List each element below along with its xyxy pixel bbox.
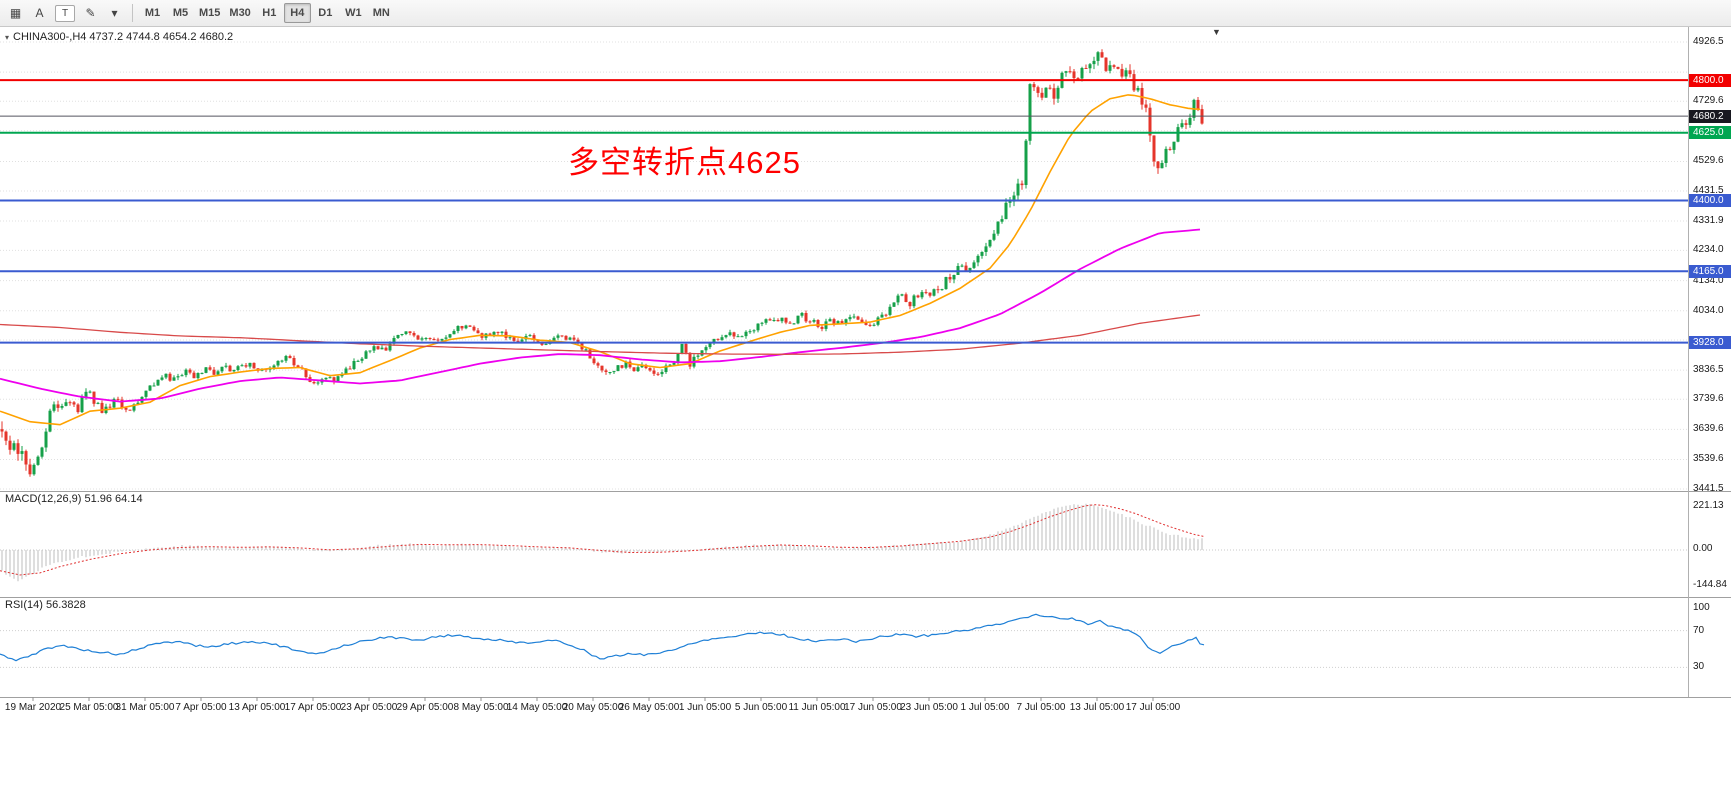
price-axis[interactable]: 4926.5 4729.6 4529.6 4431.5 4331.9 4234.0 4134… bbox=[1689, 27, 1731, 697]
chart-ohlc-header: ▾ CHINA300-,H4 4737.2 4744.8 4654.2 4680… bbox=[5, 31, 233, 43]
ma-slow-red bbox=[0, 314, 1201, 355]
label-tool-button[interactable]: T bbox=[55, 4, 75, 22]
chart-dropdown-icon[interactable]: ▾ bbox=[5, 32, 10, 42]
macd-axis-label: -144.84 bbox=[1693, 579, 1727, 590]
price-axis-label: 4431.5 bbox=[1693, 185, 1724, 196]
rsi-axis-label: 30 bbox=[1693, 661, 1705, 672]
price-level-badge: 3928.0 bbox=[1689, 336, 1731, 349]
chart-shift-marker-icon: ▼ bbox=[1212, 27, 1221, 37]
price-axis-label: 3836.5 bbox=[1693, 364, 1724, 375]
timeframe-button-d1[interactable]: D1 bbox=[318, 7, 333, 19]
dropdown-caret-icon[interactable]: ▾ bbox=[111, 6, 118, 20]
chart-tools-group: ▦ A T ✎ ▾ bbox=[4, 3, 126, 24]
time-axis-label: 29 Apr 05:00 bbox=[396, 702, 454, 713]
timeframes-group: M1 M5 M15 M30 H1 H4 D1 W1 MN bbox=[139, 3, 395, 23]
macd-indicator-label: MACD(12,26,9) 51.96 64.14 bbox=[5, 493, 143, 505]
price-level-badge: 4165.0 bbox=[1689, 265, 1731, 278]
time-axis-label: 17 Apr 05:00 bbox=[284, 702, 342, 713]
price-level-badge: 4625.0 bbox=[1689, 126, 1731, 139]
price-axis-label: 3539.6 bbox=[1693, 453, 1724, 464]
moving-averages bbox=[0, 94, 1201, 426]
timeframe-button-m1[interactable]: M1 bbox=[144, 7, 161, 19]
macd-panel bbox=[0, 503, 1688, 582]
chart-annotation-text: 多空转折点4625 bbox=[568, 145, 801, 180]
top-toolbar: ▦ A T ✎ ▾ M1 M5 M15 M30 H1 H4 D1 W1 MN bbox=[0, 0, 1731, 27]
time-axis-label: 14 May 05:00 bbox=[506, 702, 568, 713]
time-axis-label: 25 Mar 05:00 bbox=[59, 702, 119, 713]
timeframe-button-m5[interactable]: M5 bbox=[172, 7, 189, 19]
rsi-indicator-label: RSI(14) 56.3828 bbox=[5, 599, 86, 611]
time-axis-label: 5 Jun 05:00 bbox=[734, 702, 788, 713]
time-axis-label: 7 Jul 05:00 bbox=[1016, 702, 1066, 713]
panel-separators bbox=[0, 27, 1731, 698]
time-axis-label: 31 Mar 05:00 bbox=[115, 702, 175, 713]
macd-axis-label: 0.00 bbox=[1693, 543, 1713, 554]
time-axis-label: 17 Jun 05:00 bbox=[844, 702, 902, 713]
time-axis-label: 13 Jul 05:00 bbox=[1069, 702, 1125, 713]
timeframe-button-m15[interactable]: M15 bbox=[199, 7, 221, 19]
timeframe-button-h1[interactable]: H1 bbox=[262, 7, 277, 19]
price-axis-label: 3639.6 bbox=[1693, 423, 1724, 434]
time-axis-label: 11 Jun 05:00 bbox=[788, 702, 846, 713]
price-axis-label: 4729.6 bbox=[1693, 95, 1724, 106]
current-price-badge: 4680.2 bbox=[1689, 110, 1731, 123]
rsi-panel bbox=[0, 613, 1688, 668]
price-axis-label: 4529.6 bbox=[1693, 155, 1724, 166]
price-axis-label: 4034.0 bbox=[1693, 305, 1724, 316]
price-axis-label: 4134.0 bbox=[1693, 275, 1724, 286]
price-axis-label: 4926.5 bbox=[1693, 36, 1724, 47]
time-axis-label: 1 Jun 05:00 bbox=[678, 702, 732, 713]
grid-lines bbox=[0, 41, 1688, 490]
toolbar-separator bbox=[132, 4, 133, 22]
timeframe-button-m30[interactable]: M30 bbox=[229, 7, 251, 19]
chart-canvas[interactable] bbox=[0, 27, 1731, 793]
ma-mid-magenta bbox=[0, 228, 1201, 403]
draw-tool-icon[interactable]: ✎ bbox=[85, 6, 96, 20]
chart-area: ▾ CHINA300-,H4 4737.2 4744.8 4654.2 4680… bbox=[0, 27, 1731, 793]
time-axis-label: 13 Apr 05:00 bbox=[228, 702, 286, 713]
price-axis-label: 3739.6 bbox=[1693, 393, 1724, 404]
macd-signal-line bbox=[0, 504, 1206, 576]
timeframe-button-w1[interactable]: W1 bbox=[345, 7, 362, 19]
time-axis-label: 26 May 05:00 bbox=[618, 702, 680, 713]
macd-axis-label: 221.13 bbox=[1693, 500, 1724, 511]
time-axis-label: 23 Apr 05:00 bbox=[340, 702, 398, 713]
candlesticks bbox=[0, 49, 1204, 477]
rsi-axis-label: 100 bbox=[1693, 602, 1710, 613]
time-axis-label: 17 Jul 05:00 bbox=[1125, 702, 1181, 713]
time-axis-label: 23 Jun 05:00 bbox=[900, 702, 958, 713]
text-tool-button[interactable]: A bbox=[35, 6, 44, 20]
rsi-line bbox=[0, 613, 1205, 662]
rsi-axis-label: 70 bbox=[1693, 625, 1705, 636]
price-level-badge: 4400.0 bbox=[1689, 194, 1731, 207]
price-axis-label: 4234.0 bbox=[1693, 244, 1724, 255]
time-axis-label: 20 May 05:00 bbox=[562, 702, 624, 713]
price-level-badge: 4800.0 bbox=[1689, 74, 1731, 87]
time-axis-label: 1 Jul 05:00 bbox=[960, 702, 1010, 713]
timeframe-button-mn[interactable]: MN bbox=[372, 7, 390, 19]
price-axis-label: 3441.5 bbox=[1693, 483, 1724, 494]
windows-icon[interactable]: ▦ bbox=[9, 6, 22, 20]
time-axis-label: 7 Apr 05:00 bbox=[175, 702, 227, 713]
time-axis-label: 19 Mar 2020 bbox=[4, 702, 62, 713]
horizontal-levels bbox=[0, 79, 1688, 344]
time-axis-label: 8 May 05:00 bbox=[453, 702, 509, 713]
ohlc-text: CHINA300-,H4 4737.2 4744.8 4654.2 4680.2 bbox=[13, 31, 234, 43]
time-ticks bbox=[32, 697, 1154, 701]
time-axis[interactable]: 19 Mar 2020 25 Mar 05:00 31 Mar 05:00 7 Apr… bbox=[0, 698, 1688, 720]
price-axis-label: 4331.9 bbox=[1693, 215, 1724, 226]
timeframe-button-h4[interactable]: H4 bbox=[283, 3, 311, 23]
